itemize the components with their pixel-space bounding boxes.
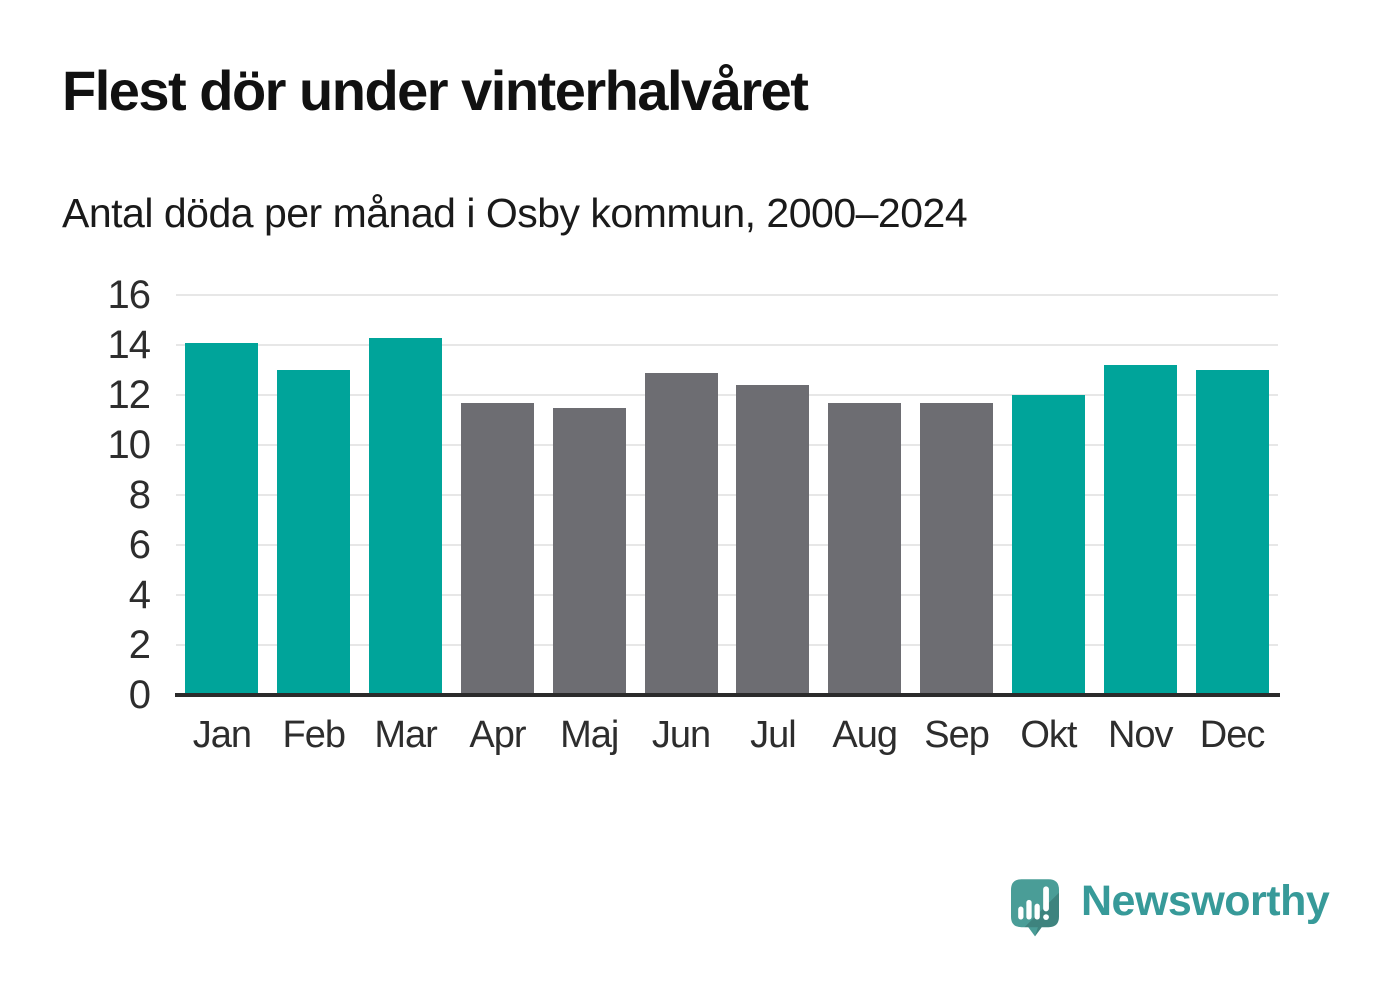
bar-sep [920, 402, 994, 695]
x-tick-label-aug: Aug [832, 714, 898, 756]
bar-nov [1103, 365, 1177, 695]
x-tick-label-mar: Mar [374, 714, 437, 756]
bar-mar [369, 337, 443, 695]
y-tick-label-6: 6 [128, 523, 151, 567]
x-tick-label-jan: Jan [192, 714, 252, 756]
x-tick-label-dec: Dec [1199, 714, 1266, 756]
bar-jun [644, 372, 718, 695]
y-tick-label-0: 0 [128, 673, 151, 717]
bar-okt [1011, 395, 1085, 695]
gridline-6 [176, 544, 1278, 546]
gridline-10 [176, 444, 1278, 446]
newsworthy-logo-icon [1011, 879, 1059, 937]
chart-subtitle: Antal döda per månad i Osby kommun, 2000… [62, 190, 968, 236]
gridline-12 [176, 394, 1278, 396]
gridline-8 [176, 494, 1278, 496]
bar-maj [552, 407, 626, 695]
x-axis-line [175, 693, 1280, 697]
gridline-14 [176, 344, 1278, 346]
y-tick-label-8: 8 [128, 473, 151, 517]
y-tick-label-4: 4 [128, 573, 151, 617]
x-tick-label-sep: Sep [924, 714, 990, 756]
x-tick-label-jun: Jun [651, 714, 711, 756]
y-tick-label-2: 2 [128, 623, 151, 667]
x-tick-label-maj: Maj [560, 714, 619, 756]
x-tick-label-apr: Apr [469, 714, 526, 756]
chart-title: Flest dör under vinterhalvåret [62, 59, 809, 122]
x-tick-label-jul: Jul [750, 714, 797, 756]
x-tick-label-feb: Feb [282, 714, 346, 756]
y-tick-label-16: 16 [107, 273, 152, 317]
gridline-2 [176, 644, 1278, 646]
bar-jul [736, 385, 810, 695]
newsworthy-logo-text: Newsworthy [1081, 876, 1330, 925]
newsworthy-logo: Newsworthy [1011, 876, 1331, 938]
gridline-16 [176, 294, 1278, 296]
x-tick-label-nov: Nov [1107, 714, 1174, 756]
plot-area [175, 294, 1280, 697]
bar-dec [1195, 370, 1269, 695]
x-tick-label-okt: Okt [1020, 714, 1077, 756]
gridline-4 [176, 594, 1278, 596]
y-tick-label-10: 10 [107, 423, 152, 467]
bar-jan [185, 342, 259, 695]
y-tick-label-12: 12 [107, 373, 152, 417]
bar-apr [460, 402, 534, 695]
y-tick-label-14: 14 [107, 323, 152, 367]
bar-feb [277, 370, 351, 695]
bar-aug [828, 402, 902, 695]
